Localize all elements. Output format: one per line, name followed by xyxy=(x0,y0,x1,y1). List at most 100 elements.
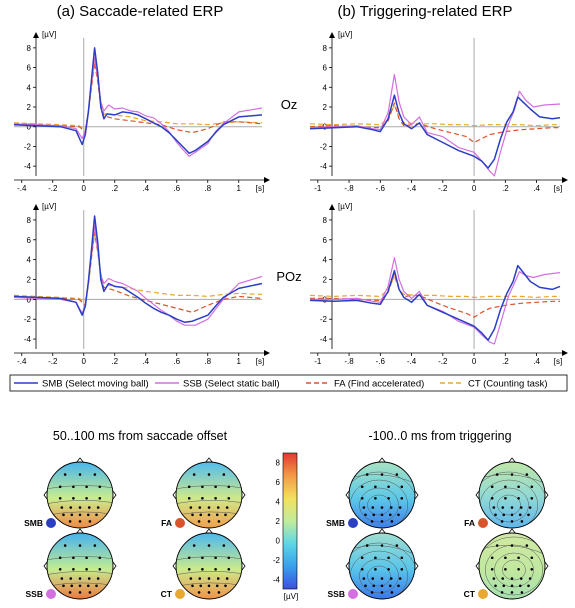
electrode-dot xyxy=(380,591,384,594)
x-tick-label: .6 xyxy=(173,357,180,366)
y-tick-label: -2 xyxy=(24,142,32,151)
electrode-dot xyxy=(68,520,72,523)
series-line-ct xyxy=(309,275,560,298)
electrode-dot xyxy=(58,485,62,489)
electrode-dot xyxy=(78,506,82,509)
condition-dot-ssb xyxy=(46,589,56,599)
electrode-dot xyxy=(494,584,497,588)
condition-dot-fa xyxy=(175,518,185,528)
topomaps: SMB FA SSB CT SMB FA SSB CT xyxy=(24,457,549,600)
x-tick-label: .2 xyxy=(111,357,118,366)
head-outline xyxy=(175,461,243,529)
electrode-dot xyxy=(362,506,366,509)
channel-label-oz: Oz xyxy=(281,97,298,112)
topomap-label: SSB xyxy=(26,589,43,599)
x-tick-label: -1 xyxy=(314,357,322,366)
electrode-dot xyxy=(362,577,366,580)
electrode-dot xyxy=(365,473,369,476)
electrode-dot xyxy=(95,513,98,517)
head-nose xyxy=(204,457,214,464)
topomap-label: CT xyxy=(464,589,476,599)
condition-dot-smb xyxy=(348,518,358,528)
topomap-smb: SMB xyxy=(326,457,419,529)
electrode-dot xyxy=(214,556,217,560)
y-tick-label: -2 xyxy=(320,315,328,324)
head-outline xyxy=(478,532,546,600)
x-tick-label: -.4 xyxy=(407,357,417,366)
x-tick-label: 1 xyxy=(237,357,242,366)
electrode-dot xyxy=(517,497,520,500)
electrode-dot xyxy=(374,556,377,560)
chart-poz-saccade: [µV] [s] -4 -2 0 2 4 6 8 -.4 -.2 0 .2 .4 .6 .8 1 xyxy=(13,202,270,366)
scalp-map xyxy=(349,533,415,599)
electrode-dot xyxy=(400,556,404,560)
x-axis-arrow xyxy=(562,350,568,356)
electrode-dot xyxy=(199,584,203,588)
colorbar-tick-label: 2 xyxy=(276,517,281,526)
y-tick-label: 6 xyxy=(323,64,328,73)
electrode-dot xyxy=(517,556,520,560)
electrode-dot xyxy=(87,577,91,580)
colorbar-unit: [µV] xyxy=(284,592,298,601)
electrode-dot xyxy=(216,577,220,580)
electrode-dot xyxy=(518,513,522,517)
electrode-dot xyxy=(198,506,202,509)
colorbar-tick-label: 6 xyxy=(276,478,281,487)
head-ear-right xyxy=(544,490,549,500)
topomap-label: SSB xyxy=(328,589,345,599)
electrode-dot xyxy=(72,497,75,500)
head-nose xyxy=(204,528,214,535)
electrode-dot xyxy=(70,584,74,588)
electrode-dot xyxy=(68,591,72,594)
electrode-dot xyxy=(96,506,100,509)
topomap-fa: FA xyxy=(161,457,246,529)
electrode-dot xyxy=(189,506,193,509)
x-tick-label: -.6 xyxy=(376,357,386,366)
contour xyxy=(479,536,545,599)
head-ear-left xyxy=(475,490,480,500)
electrode-dot xyxy=(87,506,91,509)
electrode-dot xyxy=(530,497,534,500)
y-tick-label: 4 xyxy=(27,83,32,92)
electrode-dot xyxy=(387,568,390,571)
topomap-fa: FA xyxy=(464,457,549,529)
x-tick-label: -.4 xyxy=(407,184,417,193)
topomap-label: CT xyxy=(161,589,173,599)
x-tick-label: -.2 xyxy=(48,184,58,193)
y-axis-label: [µV] xyxy=(338,30,352,39)
head-ear-right xyxy=(414,561,419,571)
head-ear-right xyxy=(544,561,549,571)
y-tick-label: 2 xyxy=(323,103,328,112)
electrode-dot xyxy=(517,485,520,489)
electrode-dot xyxy=(387,497,390,500)
topomap-label: SMB xyxy=(24,518,43,528)
topomap-label: FA xyxy=(161,518,172,528)
electrode-dot xyxy=(527,584,530,588)
electrode-dot xyxy=(201,497,204,500)
electrode-dot xyxy=(370,520,374,523)
x-tick-label: .4 xyxy=(142,357,149,366)
head-ear-right xyxy=(112,490,117,500)
legend-box xyxy=(9,374,568,392)
head-outline xyxy=(348,532,416,600)
head-nose xyxy=(75,528,85,535)
electrode-dot xyxy=(400,497,404,500)
electrode-dot xyxy=(98,497,102,500)
colorbar-ticks: 8 6 4 2 0 -2 -4 xyxy=(273,459,281,585)
topo-right-title: -100..0 ms from triggering xyxy=(368,429,511,443)
electrode-dot xyxy=(374,497,377,500)
electrode-dot xyxy=(510,544,514,547)
x-tick-label: 0 xyxy=(472,184,477,193)
condition-dot-smb xyxy=(46,518,56,528)
scalp-map xyxy=(47,462,113,528)
y-tick-label: 8 xyxy=(323,216,328,225)
x-tick-label: 1 xyxy=(237,184,242,193)
panel-b-title: (b) Triggering-related ERP xyxy=(337,3,512,20)
head-ear-right xyxy=(241,490,246,500)
head-nose xyxy=(75,457,85,464)
x-tick-label: -1 xyxy=(314,184,322,193)
electrode-dot xyxy=(380,473,384,476)
electrode-dot xyxy=(224,584,227,588)
electrode-dot xyxy=(214,497,217,500)
